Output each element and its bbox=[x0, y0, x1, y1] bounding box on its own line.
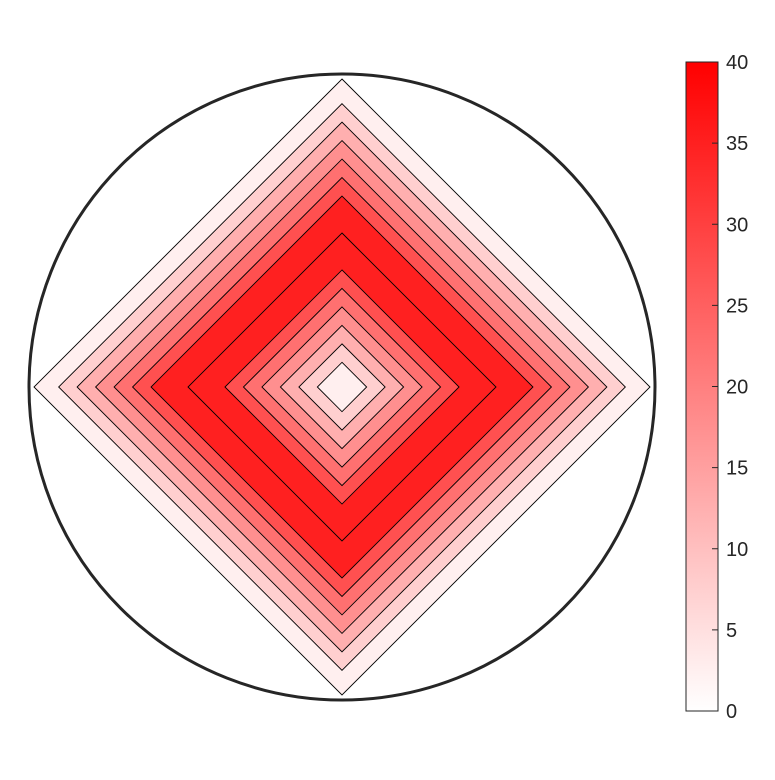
contour-band bbox=[316, 361, 368, 413]
colorbar-tick-label: 25 bbox=[726, 295, 748, 317]
colorbar-tick-label: 15 bbox=[726, 458, 748, 480]
colorbar-frame bbox=[685, 61, 719, 712]
plot-area bbox=[27, 72, 657, 702]
colorbar-tick-label: 0 bbox=[726, 701, 737, 723]
colorbar-tick-label: 35 bbox=[726, 133, 748, 155]
colorbar-tick-label: 5 bbox=[726, 620, 737, 642]
colorbar-tick-label: 30 bbox=[726, 214, 748, 236]
domain-outline-circle bbox=[27, 72, 657, 702]
colorbar-tick-label: 40 bbox=[726, 52, 748, 74]
colorbar-tick-label: 10 bbox=[726, 539, 748, 561]
colorbar-tick-label: 20 bbox=[726, 377, 748, 399]
colorbar: 0 5 10 15 20 25 30 35 40 bbox=[685, 52, 748, 723]
